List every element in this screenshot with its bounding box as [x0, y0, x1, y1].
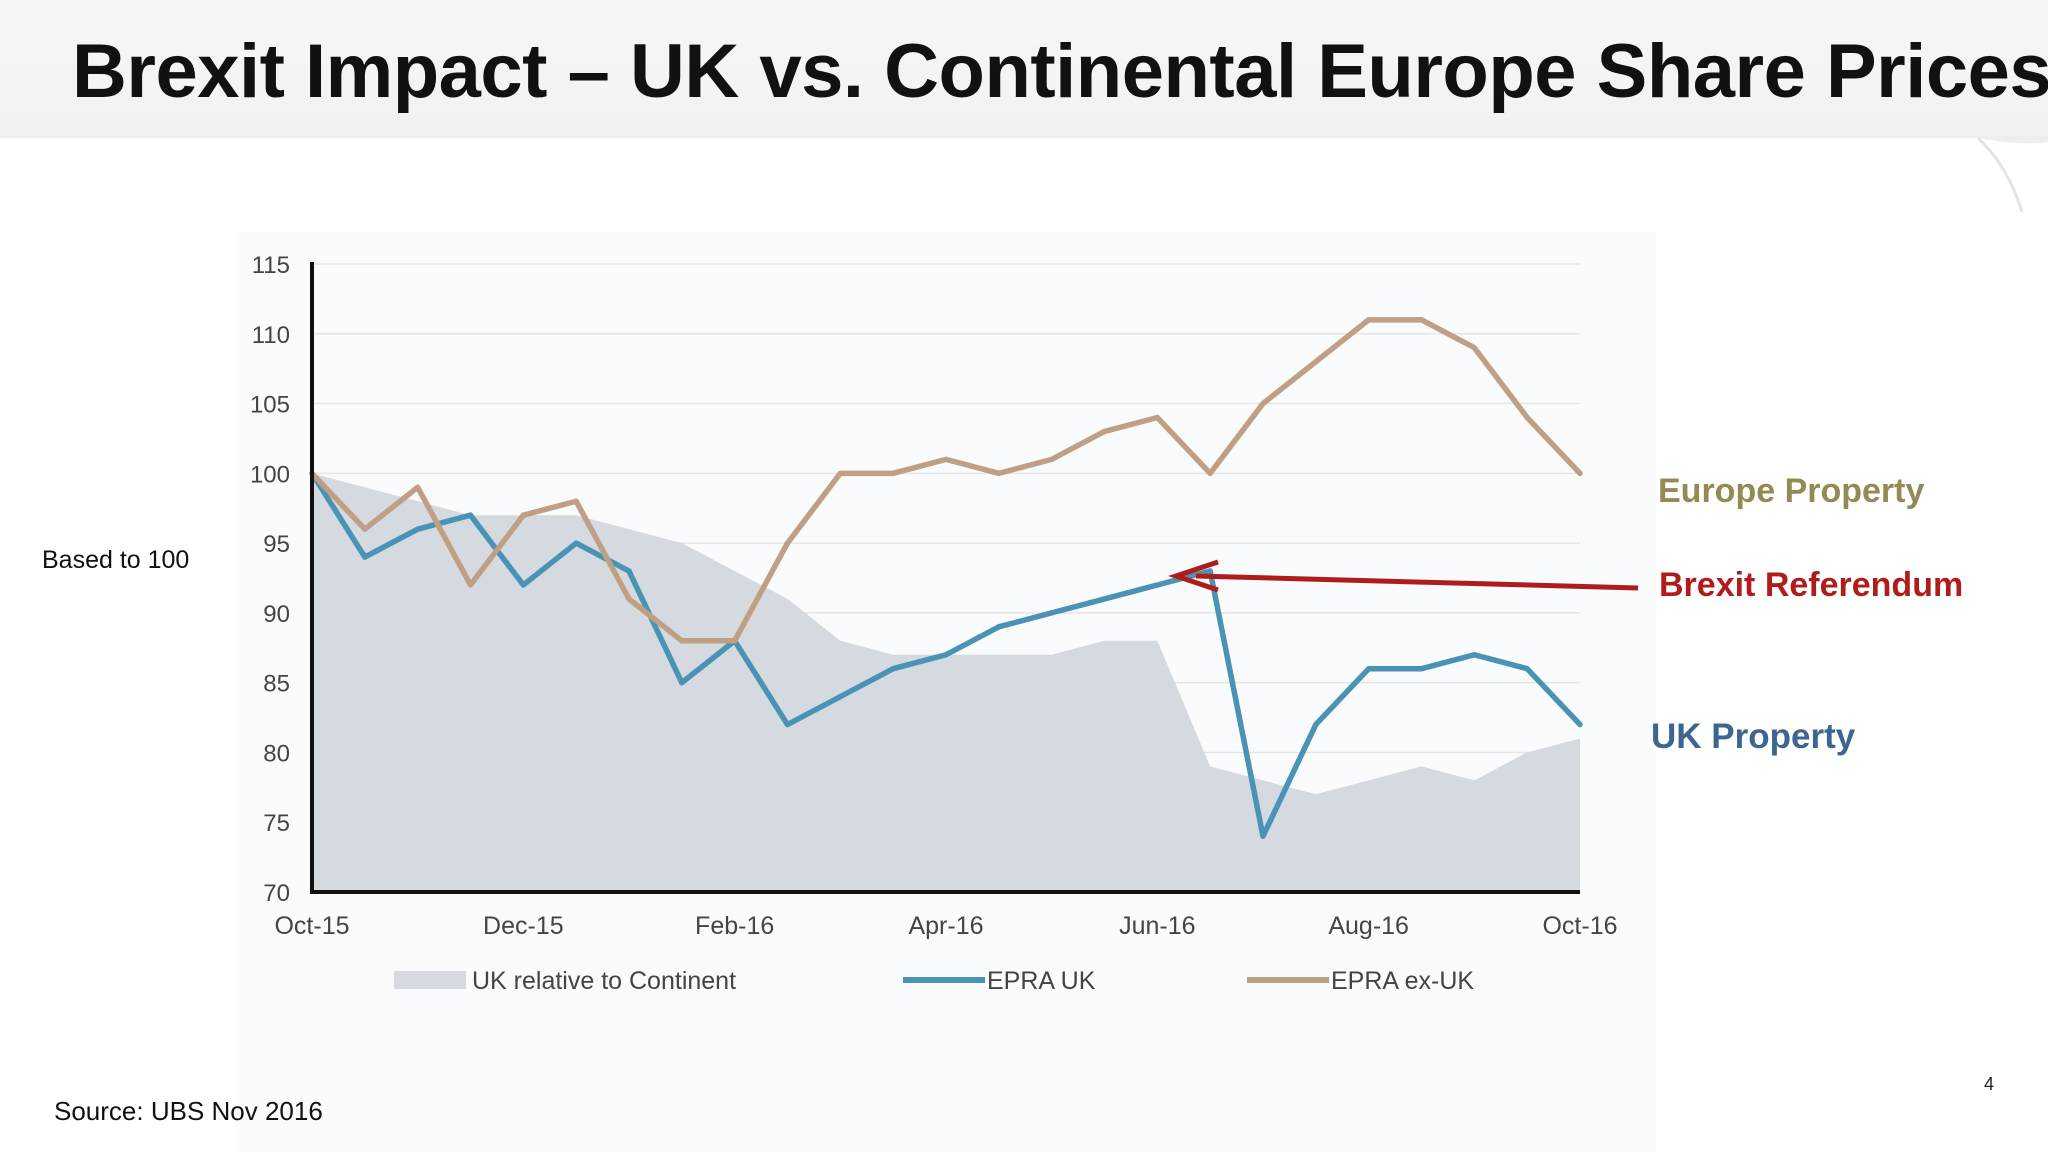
data-point — [467, 582, 474, 588]
y-tick-label: 80 — [263, 740, 290, 767]
data-point — [943, 456, 949, 462]
data-point — [1101, 428, 1108, 435]
x-tick-label: Aug-16 — [1328, 912, 1409, 940]
data-point — [520, 512, 526, 518]
data-point — [467, 512, 474, 518]
uk-property-label: UK Property — [1651, 717, 1856, 756]
data-point — [1049, 456, 1055, 462]
data-point — [679, 680, 685, 686]
data-point — [1313, 359, 1319, 365]
x-tick-label: Jun-16 — [1119, 912, 1195, 940]
series-area-uk-relative-to-continent — [312, 473, 1580, 892]
x-tick-label: Oct-16 — [1542, 912, 1617, 940]
data-point — [1154, 414, 1160, 421]
data-point — [626, 596, 632, 602]
y-tick-label: 75 — [263, 810, 290, 837]
y-tick-label: 105 — [250, 392, 290, 419]
data-point — [1366, 317, 1372, 323]
data-point — [362, 526, 368, 532]
data-point — [1577, 721, 1583, 728]
data-point — [573, 540, 579, 546]
page-number: 4 — [1984, 1074, 1995, 1094]
data-point — [1101, 596, 1108, 602]
data-point — [890, 470, 896, 476]
data-point — [1154, 582, 1160, 588]
brexit-referendum-label: Brexit Referendum — [1659, 566, 1964, 604]
data-point — [890, 666, 896, 672]
data-point — [996, 624, 1002, 630]
brexit-arrow-head — [1168, 559, 1219, 593]
data-point — [1366, 666, 1372, 672]
y-tick-label: 115 — [252, 252, 290, 279]
data-point — [520, 582, 526, 588]
data-point — [784, 540, 791, 546]
data-point — [626, 568, 632, 574]
legend-swatch — [394, 971, 466, 989]
data-point — [1471, 652, 1477, 658]
y-tick-label: 70 — [263, 880, 290, 907]
data-point — [1471, 345, 1477, 351]
data-point — [1577, 470, 1583, 476]
data-point — [1260, 833, 1266, 839]
title-band — [0, 0, 2048, 138]
data-point — [1524, 414, 1530, 421]
data-point — [1524, 666, 1530, 672]
data-point — [1418, 317, 1425, 323]
data-point — [679, 638, 685, 644]
y-tick-label: 95 — [263, 531, 290, 558]
data-point — [943, 652, 949, 658]
y-tick-label: 85 — [263, 671, 290, 698]
x-tick-label: Oct-15 — [274, 912, 349, 940]
title-band-curl — [1950, 136, 2048, 213]
data-point — [1207, 568, 1213, 574]
source-note: Source: UBS Nov 2016 — [54, 1096, 323, 1126]
data-point — [362, 554, 368, 560]
y-tick-label: 110 — [252, 322, 290, 349]
y-tick-label: 90 — [263, 601, 290, 628]
europe-property-label: Europe Property — [1658, 472, 1925, 510]
data-point — [837, 694, 843, 700]
data-point — [996, 470, 1002, 476]
data-point — [784, 721, 791, 728]
data-point — [573, 498, 579, 504]
legend-label: UK relative to Continent — [472, 967, 736, 995]
data-point — [1207, 470, 1213, 476]
data-point — [837, 470, 843, 476]
y-axis-note: Based to 100 — [42, 546, 190, 574]
data-point — [1049, 610, 1055, 616]
x-tick-label: Feb-16 — [695, 912, 774, 940]
slide-title: Brexit Impact – UK vs. Continental Europ… — [72, 29, 2048, 114]
data-point — [1418, 666, 1425, 672]
x-tick-label: Apr-16 — [908, 912, 983, 940]
data-point — [1313, 721, 1319, 728]
data-point — [1260, 400, 1266, 407]
legend-label: EPRA ex-UK — [1331, 967, 1474, 995]
legend-label: EPRA UK — [987, 967, 1096, 995]
brexit-arrow-shaft — [1195, 573, 1639, 591]
data-point — [732, 638, 738, 644]
data-point — [415, 526, 421, 532]
x-tick-label: Dec-15 — [483, 912, 564, 940]
data-point — [415, 484, 421, 490]
y-tick-label: 100 — [250, 461, 290, 488]
